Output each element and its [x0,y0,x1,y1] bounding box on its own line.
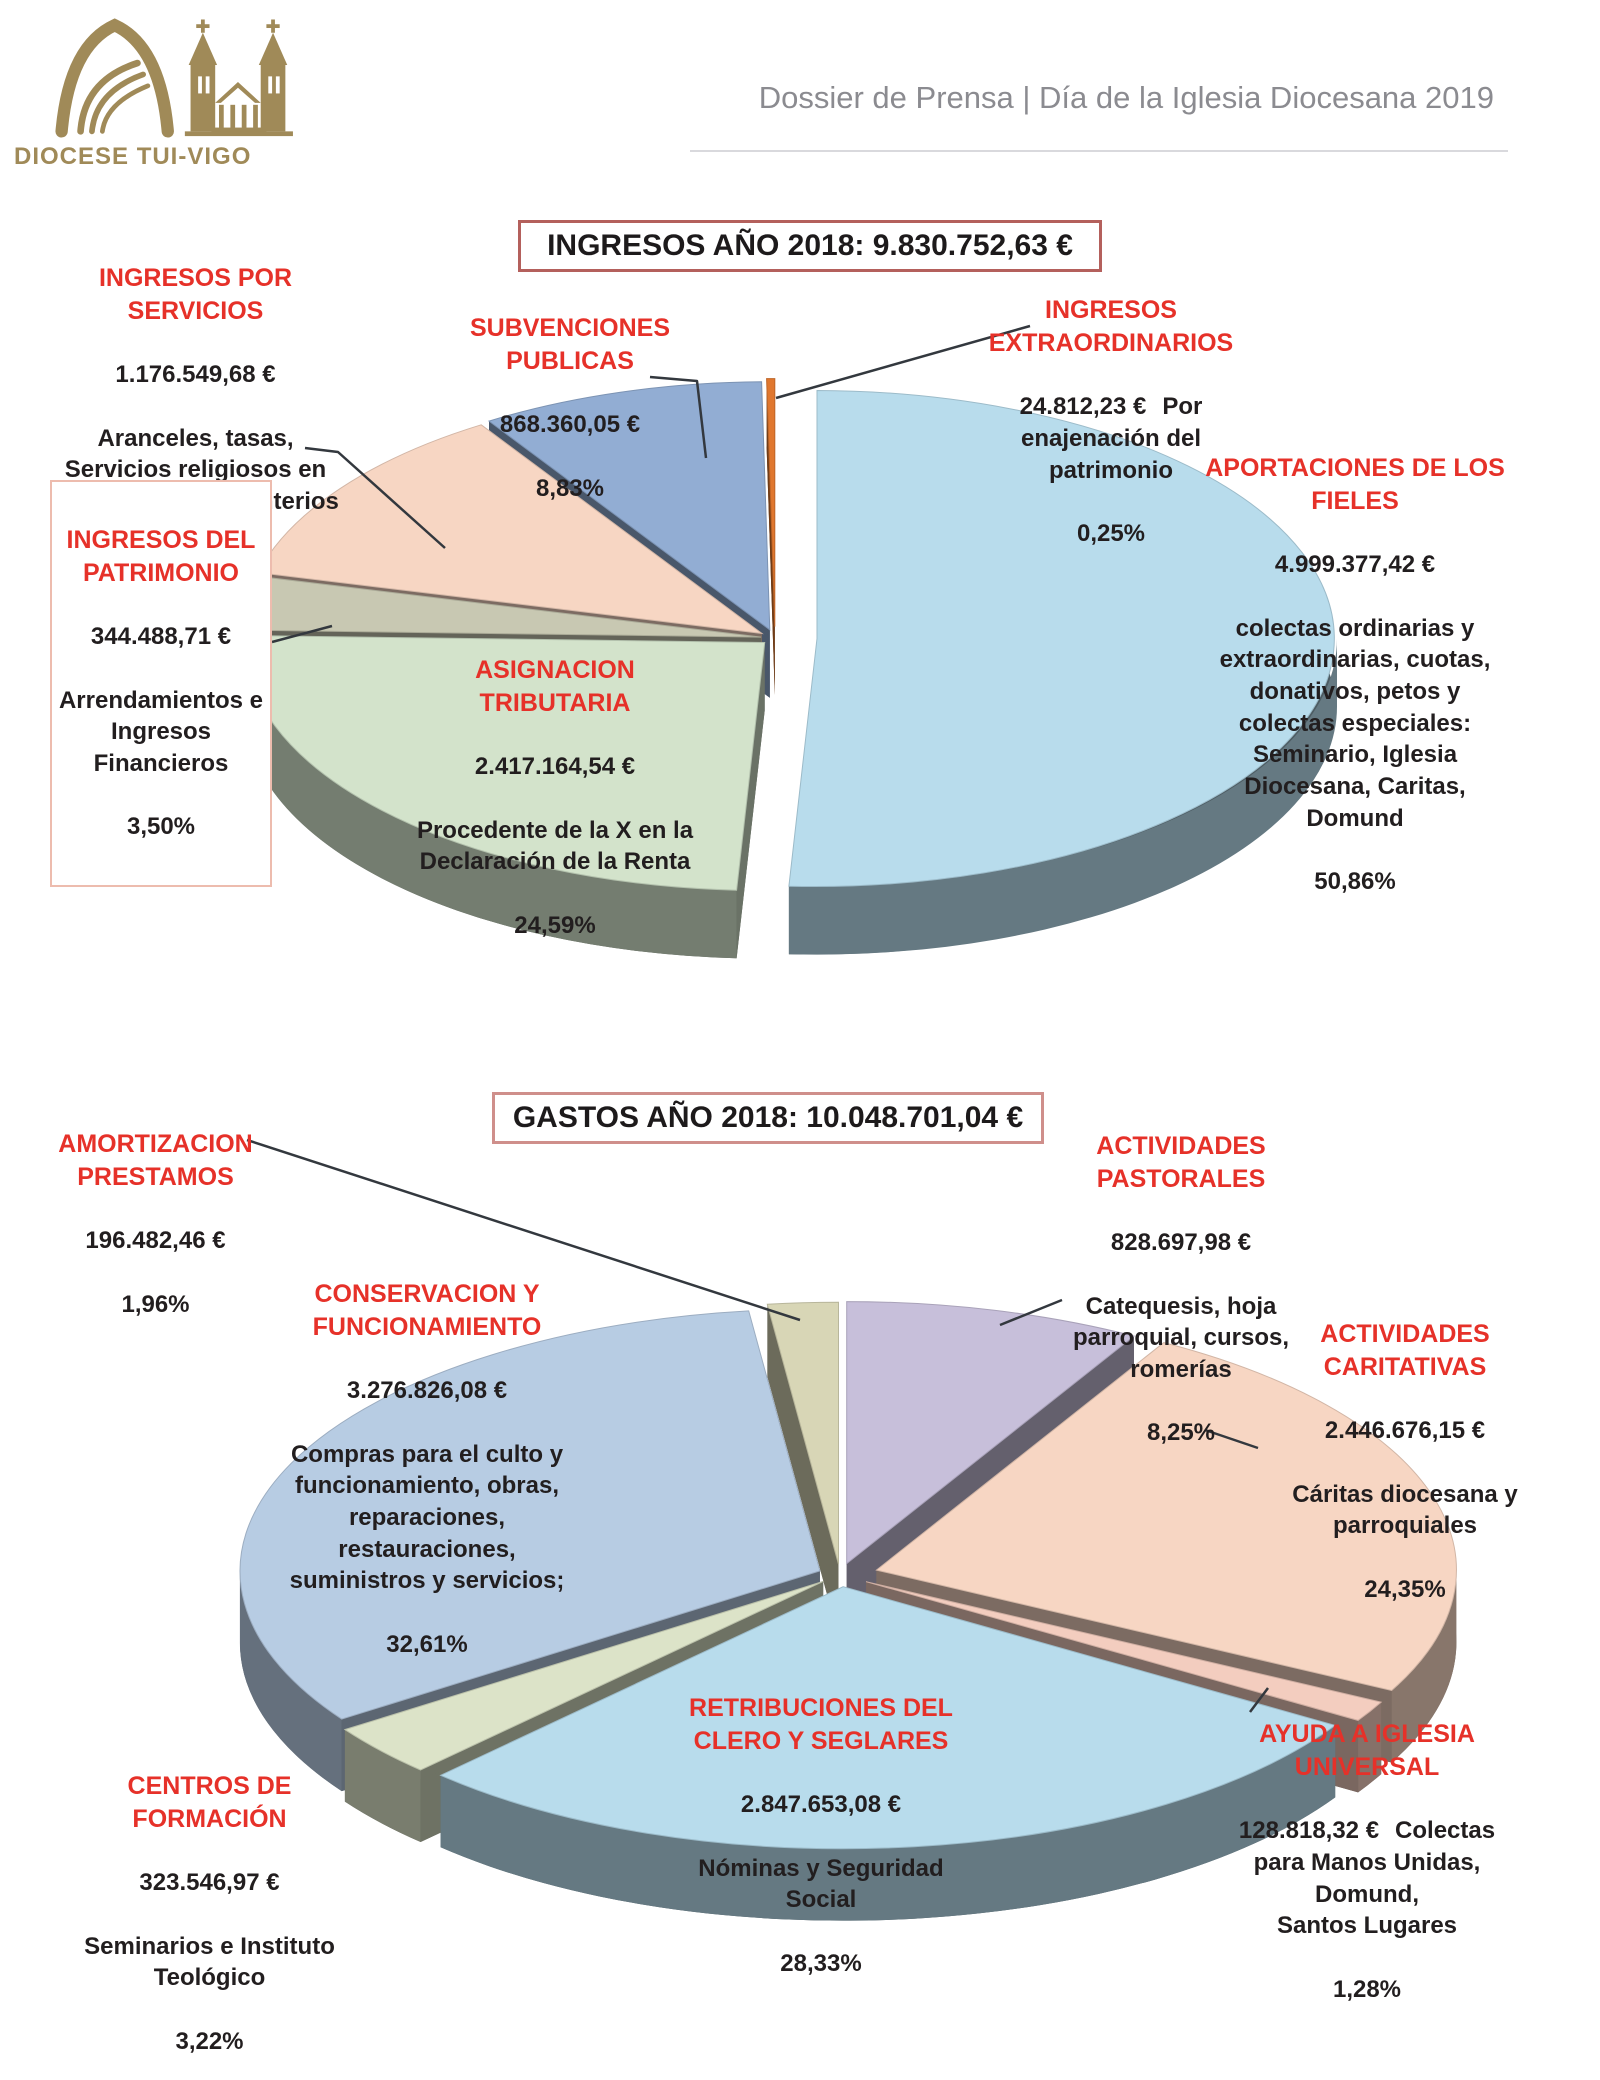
slice-pct: 3,50% [126,813,196,841]
slice-value: 24.812,23 € [1019,393,1147,421]
slice-desc: Seminarios e Instituto Teológico [84,1932,335,1992]
slice-value: 2.847.653,08 € [740,1791,902,1819]
leader-line-subvenciones [649,375,708,459]
slice-value-desc: 128.818,32 € Colectas para Manos Unidas, … [1198,1815,1536,1942]
slice-value: 3.276.826,08 € [346,1377,508,1405]
slice-pct: 24,35% [1364,1575,1446,1603]
leader-line-servicios [304,446,446,549]
slice-name: INGRESOS EXTRAORDINARIOS [988,295,1234,357]
slice-desc: Compras para el culto y funcionamiento, … [289,1440,565,1595]
slice-name: RETRIBUCIONES DEL CLERO Y SEGLARES [689,1693,953,1755]
slice-name: INGRESOS DEL PATRIMONIO [66,525,256,587]
slice-pct: 0,25% [1076,520,1146,548]
slice-name: APORTACIONES DE LOS FIELES [1205,453,1505,515]
label-amortizacion-prestamos: AMORTIZACION PRESTAMOS 196.482,46 € 1,96… [38,1096,273,1352]
document-title: Dossier de Prensa | Día de la Iglesia Di… [758,80,1494,115]
slice-desc: Nóminas y Seguridad Social [698,1854,944,1914]
slice-name: ACTIVIDADES CARITATIVAS [1320,1319,1490,1381]
slice-value: 868.360,05 € [499,411,641,439]
slice-pct: 3,22% [175,2027,244,2055]
slice-value: 1.176.549,68 € [115,361,276,389]
slice-value: 2.446.676,15 € [1324,1417,1486,1445]
label-actividades-caritativas: ACTIVIDADES CARITATIVAS 2.446.676,15 € C… [1250,1286,1560,1637]
leader-line-extraordinarios [775,324,1031,400]
label-subvenciones-publicas: SUBVENCIONES PUBLICAS 868.360,05 € 8,83% [425,280,715,536]
header-divider [690,150,1508,152]
slice-pct: 8,83% [535,474,605,502]
slice-desc: colectas ordinarias y extraordinarias, c… [1219,614,1491,832]
slice-value: 828.697,98 € [1110,1229,1252,1257]
slice-value: 4.999.377,42 € [1274,551,1436,579]
slice-desc: Cáritas diocesana y parroquiales [1292,1480,1518,1540]
label-centros-formacion: CENTROS DE FORMACIÓN 323.546,97 € Semina… [62,1738,357,2080]
slice-value: 323.546,97 € [139,1869,280,1897]
diocese-logo: DIOCESE TUI-VIGO [14,10,314,171]
slice-name: AYUDA A IGLESIA UNIVERSAL [1259,1719,1475,1781]
label-ingresos-extraordinarios: INGRESOS EXTRAORDINARIOS 24.812,23 € Por … [955,262,1267,581]
label-conservacion-funcionamiento: CONSERVACION Y FUNCIONAMIENTO 3.276.826,… [252,1246,602,1692]
expense-pie [239,1301,1457,1921]
slice-pct: 28,33% [780,1949,862,1977]
slice-value: 128.818,32 € [1238,1817,1380,1845]
expense-chart-title: GASTOS AÑO 2018: 10.048.701,04 € [492,1092,1044,1144]
leader-line-pastorales [999,1298,1063,1327]
slice-desc: Colectas para Manos Unidas, Domund, Sant… [1253,1817,1496,1940]
slice-name: INGRESOS POR SERVICIOS [98,263,293,325]
label-ayuda-iglesia-universal: AYUDA A IGLESIA UNIVERSAL 128.818,32 € Co… [1198,1686,1536,2037]
leader-line-amortizacion [246,1138,801,1322]
slice-value: 344.488,71 € [90,623,232,651]
slice-pct: 1,96% [121,1290,190,1318]
slice-desc: Procedente de la X en la Declaración de … [416,816,694,876]
slice-pct: 24,59% [514,911,596,939]
slice-desc: Por enajenación del patrimonio [1020,393,1203,484]
logo-text: DIOCESE TUI-VIGO [14,143,252,170]
label-actividades-pastorales: ACTIVIDADES PASTORALES 828.697,98 € Cate… [1032,1098,1330,1481]
label-aportaciones-fieles: APORTACIONES DE LOS FIELES 4.999.377,42 … [1190,420,1520,929]
leader-lines [246,324,1269,1713]
slice-name: AMORTIZACION PRESTAMOS [58,1129,253,1191]
slice-desc: Catequesis, hoja parroquial, cursos, rom… [1072,1292,1290,1384]
label-retribuciones-clero: RETRIBUCIONES DEL CLERO Y SEGLARES 2.847… [645,1660,997,2011]
slice-name: CENTROS DE FORMACIÓN [127,1771,292,1833]
label-asignacion-tributaria: ASIGNACION TRIBUTARIA 2.417.164,54 € Pro… [385,622,725,973]
slice-value: 196.482,46 € [85,1227,226,1255]
slice-name: SUBVENCIONES PUBLICAS [469,313,671,375]
slice-pct: 8,25% [1146,1419,1216,1447]
leader-line-caritativas [1204,1428,1259,1450]
slice-pct: 32,61% [386,1630,468,1658]
slice-name: ACTIVIDADES PASTORALES [1096,1131,1266,1193]
slice-pct: 50,86% [1314,868,1396,896]
slice-value-desc: 24.812,23 € Por enajenación del patrimoni… [955,391,1267,486]
diocese-logo-icon [55,18,293,138]
slice-desc: Arrendamientos e Ingresos Financieros [58,686,264,778]
slice-name: ASIGNACION TRIBUTARIA [475,655,635,717]
income-pie [240,378,1338,959]
leader-line-ayuda [1249,1687,1269,1713]
slice-pct: 1,28% [1332,1975,1402,2003]
income-chart-title: INGRESOS AÑO 2018: 9.830.752,63 € [518,220,1102,272]
leader-line-patrimonio [271,624,333,644]
slice-value: 2.417.164,54 € [474,753,636,781]
slice-name: CONSERVACION Y FUNCIONAMIENTO [312,1279,542,1341]
label-ingresos-patrimonio: INGRESOS DEL PATRIMONIO 344.488,71 € Arr… [50,480,272,887]
